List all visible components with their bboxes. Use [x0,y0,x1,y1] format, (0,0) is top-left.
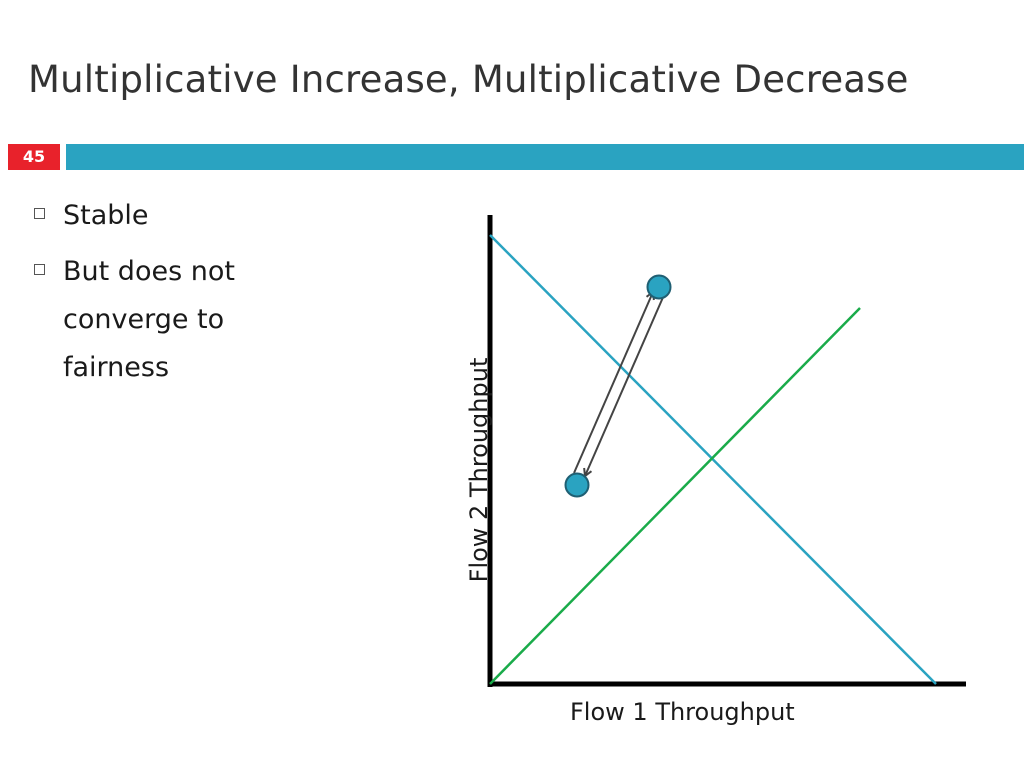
square-bullet-icon [34,264,45,275]
header-band: 45 [0,144,1024,170]
increase-arrow [573,292,653,474]
slide-title: Multiplicative Increase, Multiplicative … [28,58,909,101]
throughput-diagram [487,215,966,687]
lower-state-point [564,472,590,498]
x-axis-label: Flow 1 Throughput [570,698,795,726]
accent-bar [66,144,1024,170]
upper-state-point [646,274,672,300]
efficiency-line [489,234,937,685]
fairness-line [489,307,861,685]
bullet-list: Stable But does not converge to fairness [30,192,300,400]
slide-number-badge: 45 [8,144,60,170]
bullet-text: Stable [63,200,149,231]
bullet-item-stable: Stable [30,192,300,240]
decrease-arrow [585,294,665,476]
bullet-item-fairness: But does not converge to fairness [30,248,300,392]
y-axis-label: Flow 2 Throughput [465,357,493,583]
bullet-text: But does not converge to fairness [63,256,235,383]
square-bullet-icon [34,208,45,219]
